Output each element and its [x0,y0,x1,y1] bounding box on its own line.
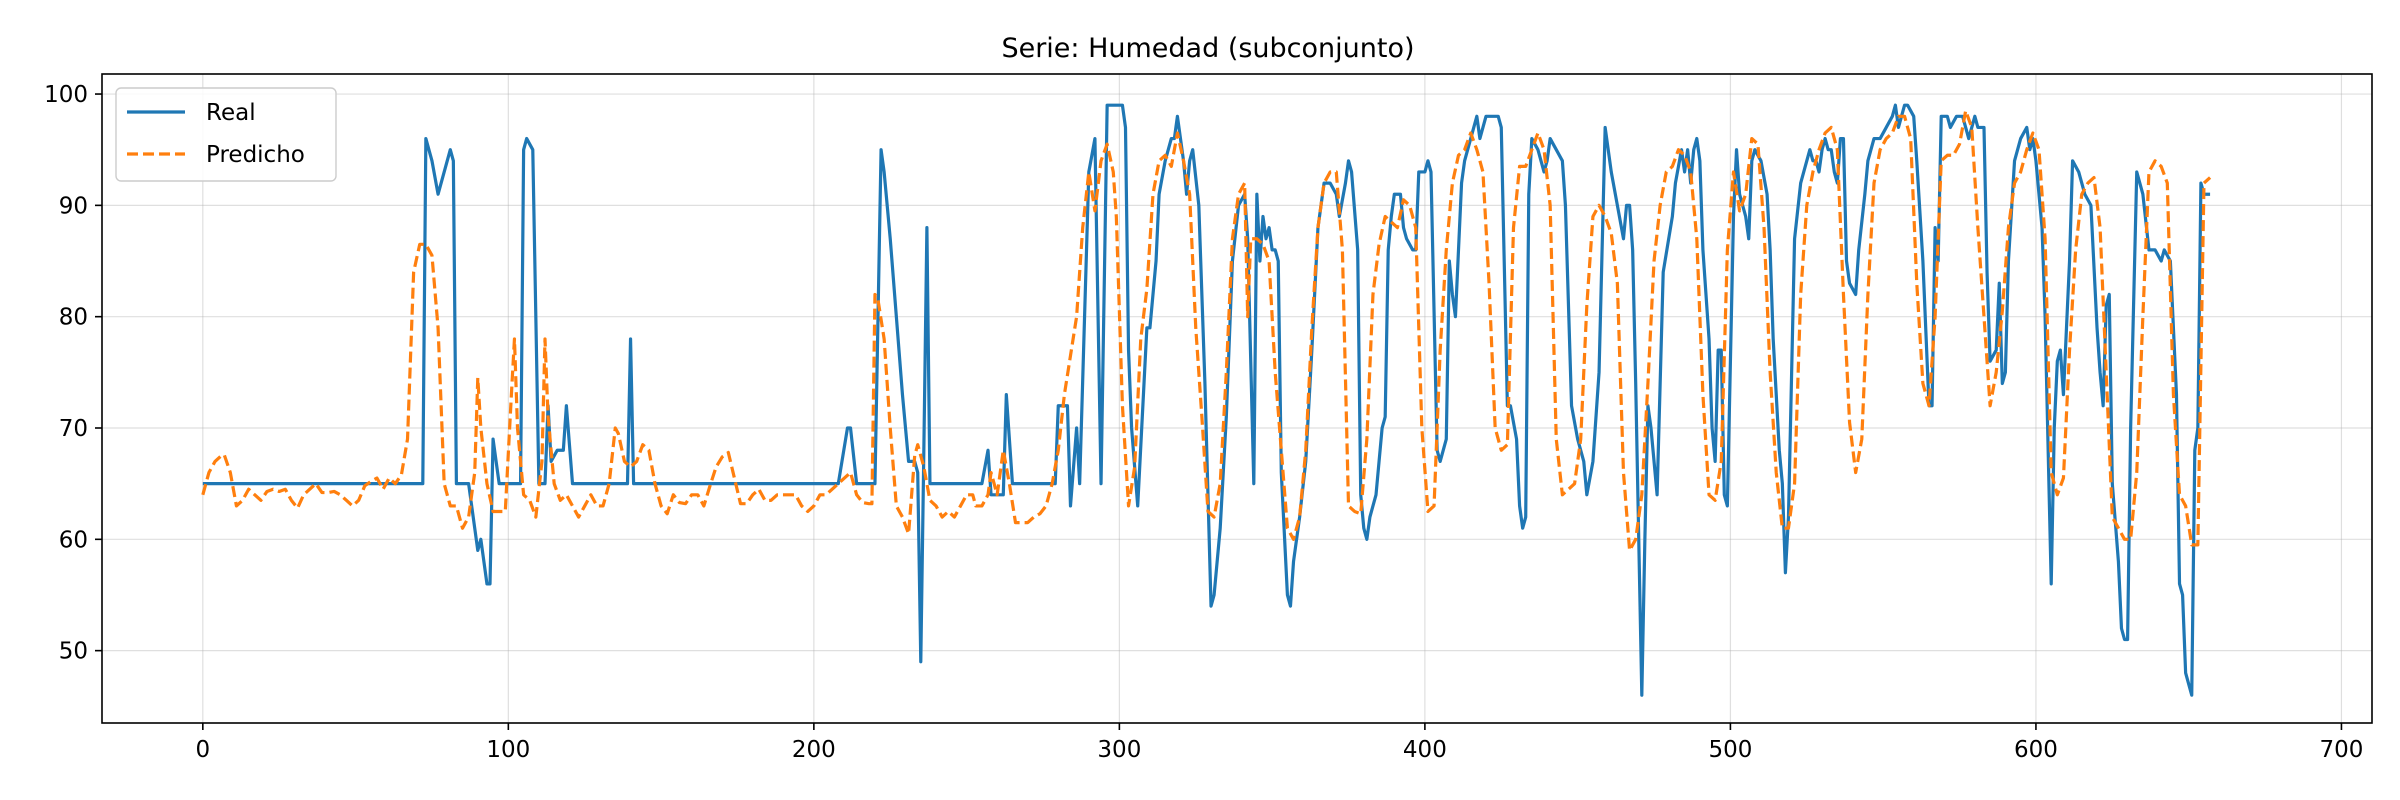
plot-frame [101,73,2373,724]
series-line-predicho [201,109,2212,553]
x-tick-label: 0 [195,737,210,763]
x-tick-label: 600 [2014,737,2058,763]
series-layer [201,103,2212,697]
axis-ticks: 0 100 200 300 400 500 600 700 50 60 70 80 90 100 [44,82,2363,763]
x-tick-label: 500 [1708,737,1752,763]
legend-label-predicho: Predicho [206,142,305,168]
y-tick-label: 50 [59,639,88,665]
legend-label-real: Real [206,100,256,126]
x-tick-label: 300 [1097,737,1141,763]
y-tick-label: 70 [59,416,88,442]
y-tick-label: 90 [59,193,88,219]
x-tick-label: 400 [1403,737,1447,763]
x-tick-label: 700 [2319,737,2363,763]
legend: Real Predicho [115,87,337,182]
y-tick-label: 60 [59,527,88,553]
x-tick-label: 100 [486,737,530,763]
y-tick-label: 100 [44,82,88,108]
chart-title: Serie: Humedad (subconjunto) [1001,33,1414,64]
grid [102,74,2372,723]
y-tick-label: 80 [59,305,88,331]
x-tick-label: 200 [792,737,836,763]
